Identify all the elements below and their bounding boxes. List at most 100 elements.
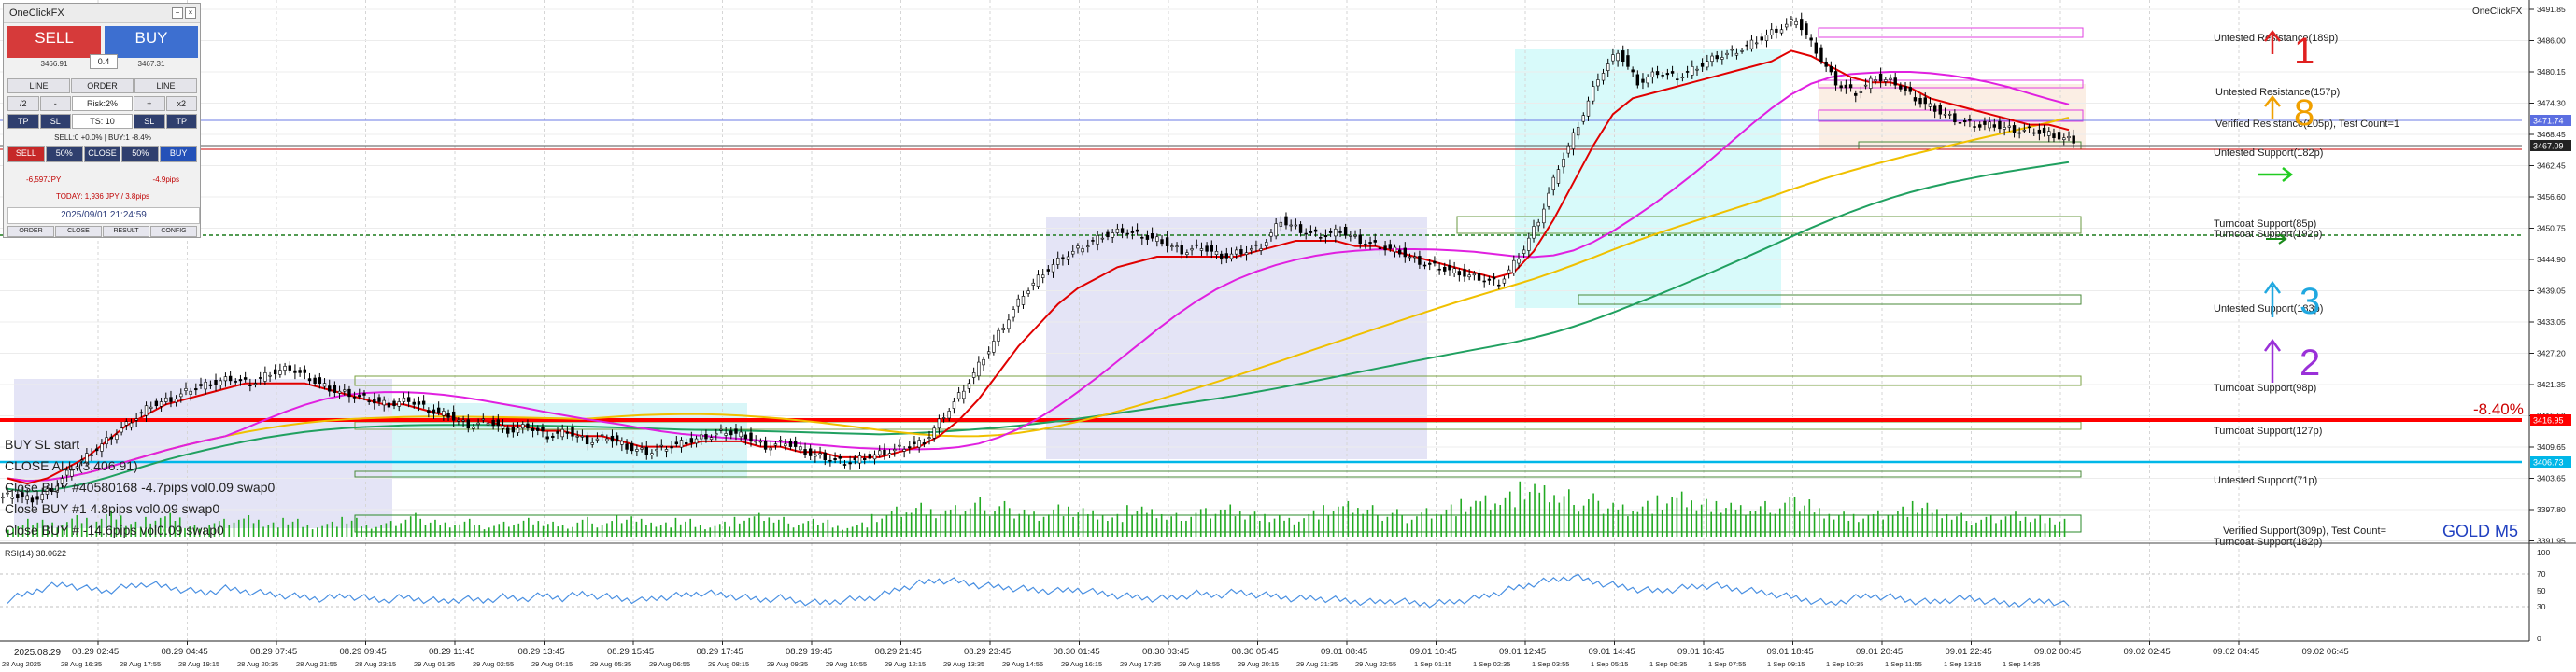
minimize-icon[interactable]: − xyxy=(172,7,183,19)
candle-body xyxy=(1973,126,1976,128)
candle-body xyxy=(635,449,639,452)
candle-body xyxy=(1745,44,1748,47)
volume-bar xyxy=(434,519,436,537)
candle-body xyxy=(1323,235,1328,238)
panel-title-bar[interactable]: OneClickFX − × xyxy=(4,4,200,23)
trailing-stop-field[interactable]: TS: 10 xyxy=(72,114,133,129)
candle-body xyxy=(1680,77,1685,78)
volume-bar xyxy=(856,525,858,537)
volume-bar xyxy=(896,506,898,537)
support-zone xyxy=(354,375,2082,386)
volume-bar xyxy=(1582,505,1585,537)
volume-bar xyxy=(1381,520,1383,537)
candle-body xyxy=(1309,231,1313,233)
volume-bar xyxy=(1798,511,1801,537)
close-tab[interactable]: CLOSE xyxy=(55,226,102,237)
candle-body xyxy=(1140,237,1144,239)
price-tick-label: 3409.65 xyxy=(2537,442,2566,452)
volume-bar xyxy=(1131,515,1133,537)
order-tab[interactable]: ORDER xyxy=(7,226,54,237)
tp-toggle[interactable]: TP xyxy=(7,114,39,129)
volume-bar xyxy=(1347,500,1350,537)
volume-bar xyxy=(949,509,952,537)
candle-body xyxy=(1343,226,1348,236)
buy-button[interactable]: BUY 3467.31 xyxy=(105,26,198,68)
candle-body xyxy=(1992,124,1997,128)
zone-label: Verified Support(309p), Test Count= xyxy=(2223,525,2386,537)
result-tab[interactable]: RESULT xyxy=(103,226,149,237)
volume-bar xyxy=(1651,513,1653,537)
volume-bar xyxy=(2015,511,2017,537)
candle-body xyxy=(1734,52,1739,56)
zone-label-group: Untested Resistance(189p) Untested Resis… xyxy=(2214,33,2399,548)
rsi-tick-label: 30 xyxy=(2537,602,2546,611)
double-button[interactable]: x2 xyxy=(165,96,197,111)
volume-bar xyxy=(2024,516,2027,537)
close-icon[interactable]: × xyxy=(185,7,196,19)
candle-body xyxy=(1556,169,1561,184)
ma-mid-line xyxy=(7,71,2070,483)
time-axis-upper[interactable]: 08.29 02:45 08.29 04:45 08.29 07:45 08.29 0… xyxy=(72,641,2349,657)
plus-button[interactable]: + xyxy=(134,96,165,111)
risk-field[interactable]: Risk:2% xyxy=(72,96,133,111)
minus-button[interactable]: - xyxy=(39,96,71,111)
candle-body xyxy=(700,434,703,440)
price-marker-tag xyxy=(2530,115,2571,126)
candle-body xyxy=(1418,256,1422,265)
time-tick-label: 08.30 05:45 xyxy=(1232,647,1279,657)
close-all-button[interactable]: CLOSE xyxy=(83,146,121,162)
half-close-button[interactable]: 50% xyxy=(121,146,160,162)
candle-body xyxy=(1096,235,1099,245)
volume-bar xyxy=(876,522,878,537)
candle-body xyxy=(362,393,366,396)
config-tab[interactable]: CONFIG xyxy=(150,226,197,237)
time-axis-lower: 28 Aug 2025 28 Aug 16:35 28 Aug 17:55 28 Au… xyxy=(2,660,2040,668)
volume-bar xyxy=(1632,511,1634,537)
oneclickfx-panel[interactable]: OneClickFX − × SELL 3466.91 BUY 3467.31 … xyxy=(3,3,201,238)
line-button[interactable]: LINE xyxy=(7,78,70,93)
volume-bar xyxy=(994,511,996,537)
rsi-label: RSI(14) 38.0622 xyxy=(5,549,66,558)
drawdown-label: -8.40% xyxy=(2473,400,2524,418)
order-button[interactable]: ORDER xyxy=(71,78,134,93)
time-tick-label: 09.02 02:45 xyxy=(2124,647,2171,657)
candle-body xyxy=(1769,29,1774,35)
time-sub-label: 1 Sep 05:15 xyxy=(1591,660,1628,668)
time-tick-label: 08.29 11:45 xyxy=(429,647,474,657)
lot-input[interactable]: 0.4 xyxy=(90,54,118,69)
candle-body xyxy=(1492,276,1496,280)
sl-toggle[interactable]: SL xyxy=(39,114,71,129)
candle-body xyxy=(85,453,89,464)
volume-bar xyxy=(798,525,800,537)
volume-bar xyxy=(1749,511,1752,537)
risk-row: /2 - Risk:2% + x2 xyxy=(7,96,198,111)
volume-bar xyxy=(1342,506,1344,537)
volume-bar xyxy=(1352,512,1354,537)
candle-body xyxy=(2062,137,2066,140)
candle-body xyxy=(1269,232,1273,237)
tp-toggle[interactable]: TP xyxy=(165,114,197,129)
line-button[interactable]: LINE xyxy=(134,78,197,93)
half-close-button[interactable]: 50% xyxy=(45,146,83,162)
volume-bar xyxy=(1897,511,1899,537)
volume-bar xyxy=(964,511,967,537)
candle-body xyxy=(1943,113,1947,116)
time-tick-label: 08.29 21:45 xyxy=(875,647,922,657)
resistance-zone xyxy=(1818,109,2084,122)
price-axis[interactable]: 3491.85 3486.00 3480.15 3474.30 3468.45 3462.… xyxy=(2529,5,2566,546)
volume-bar xyxy=(389,521,392,537)
volume-bar xyxy=(370,528,373,537)
volume-bar xyxy=(415,512,417,537)
sell-close-button[interactable]: SELL xyxy=(7,146,45,162)
volume-bar xyxy=(591,523,593,537)
halve-button[interactable]: /2 xyxy=(7,96,39,111)
volume-bar xyxy=(474,525,475,537)
volume-bar xyxy=(842,529,843,537)
sl-toggle[interactable]: SL xyxy=(134,114,165,129)
candle-body xyxy=(1190,248,1194,251)
volume-bar xyxy=(1293,524,1295,537)
sell-button[interactable]: SELL 3466.91 xyxy=(7,26,101,68)
buy-close-button[interactable]: BUY xyxy=(160,146,197,162)
candle-body xyxy=(298,370,302,373)
